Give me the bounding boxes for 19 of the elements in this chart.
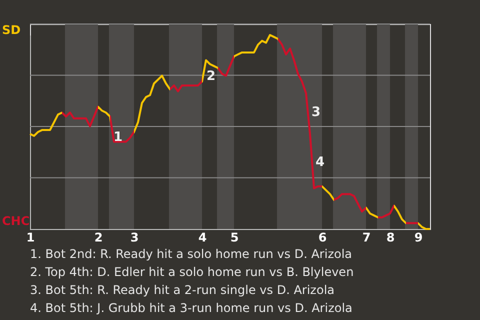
text: 3. Bot 5th: R. Ready hit a 2-run single vs D. Arizola: [30, 283, 334, 297]
text: CHC: [2, 214, 30, 228]
x-tick-label: 4: [198, 230, 207, 244]
annotation: 1: [113, 130, 123, 145]
x-tick-label: 7: [362, 230, 371, 244]
text: SD: [2, 23, 21, 37]
x-tick-label: 8: [386, 230, 395, 244]
x-tick-label: 6: [318, 230, 327, 244]
annotation: 2: [206, 69, 216, 84]
x-tick-label: 9: [414, 230, 423, 244]
x-tick-label: 3: [130, 230, 139, 244]
text: 4. Bot 5th: J. Grubb hit a 3-run home run vs D. Arizola: [30, 301, 352, 315]
text: 1. Bot 2nd: R. Ready hit a solo home run vs D. Arizola: [30, 247, 352, 261]
text: 2. Top 4th: D. Edler hit a solo home run vs B. Blyleven: [30, 265, 354, 279]
x-tick-label: 1: [26, 230, 35, 244]
annotation: 4: [315, 155, 325, 170]
annotation: 3: [311, 105, 321, 120]
x-tick-label: 2: [94, 230, 103, 244]
x-tick-label: 5: [230, 230, 239, 244]
